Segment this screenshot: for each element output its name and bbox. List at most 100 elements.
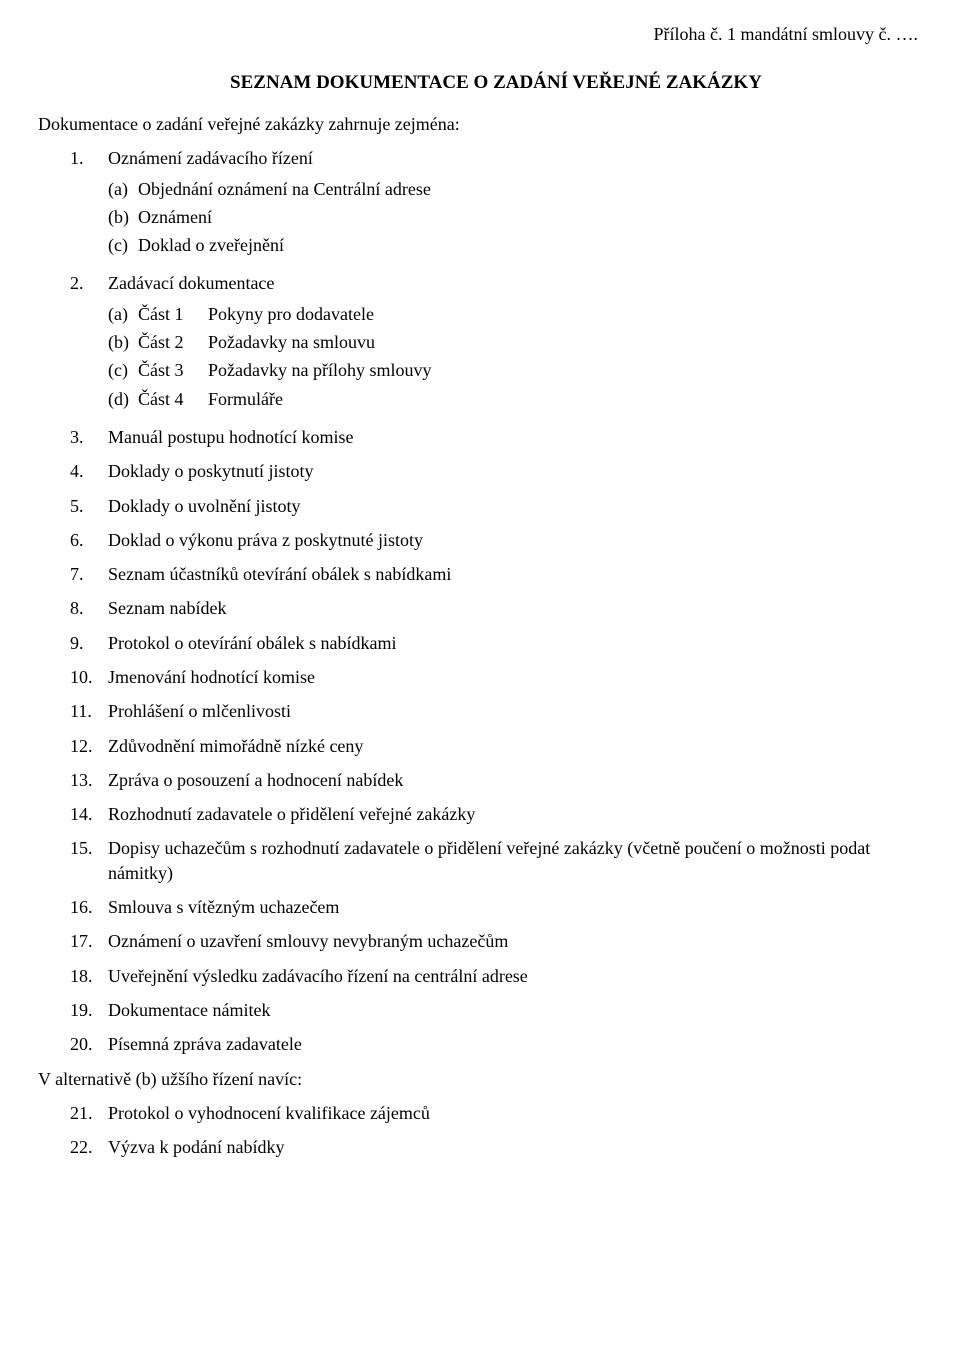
item-number: 20.: [70, 1032, 108, 1056]
item-text: Prohlášení o mlčenlivosti: [108, 701, 291, 721]
sub-item: (a)Část 1Pokyny pro dodavatele: [108, 302, 922, 326]
item-number: 5.: [70, 494, 108, 518]
item-text: Protokol o vyhodnocení kvalifikace zájem…: [108, 1103, 430, 1123]
item-number: 13.: [70, 768, 108, 792]
item-text-wrap: Prohlášení o mlčenlivosti: [108, 699, 922, 723]
item-number: 1.: [70, 146, 108, 261]
item-number: 17.: [70, 929, 108, 953]
item-number: 19.: [70, 998, 108, 1022]
item-text-wrap: Oznámení zadávacího řízení (a)Objednání o…: [108, 146, 922, 261]
list-item: 13.Zpráva o posouzení a hodnocení nabíde…: [70, 768, 922, 792]
sub-text: Oznámení: [138, 205, 922, 229]
sub-marker: (a): [108, 302, 138, 326]
sub-text: Formuláře: [208, 387, 922, 411]
item-number: 7.: [70, 562, 108, 586]
sublist: (a)Část 1Pokyny pro dodavatele (b)Část 2P…: [108, 302, 922, 411]
sub-item: (b)Část 2Požadavky na smlouvu: [108, 330, 922, 354]
list-item: 10.Jmenování hodnotící komise: [70, 665, 922, 689]
item-text: Dopisy uchazečům s rozhodnutí zadavatele…: [108, 838, 870, 882]
item-text-wrap: Písemná zpráva zadavatele: [108, 1032, 922, 1056]
item-text-wrap: Oznámení o uzavření smlouvy nevybraným u…: [108, 929, 922, 953]
list-item: 17.Oznámení o uzavření smlouvy nevybraný…: [70, 929, 922, 953]
sub-marker: (c): [108, 358, 138, 382]
item-text: Seznam nabídek: [108, 598, 226, 618]
item-text-wrap: Jmenování hodnotící komise: [108, 665, 922, 689]
item-text-wrap: Seznam účastníků otevírání obálek s nabí…: [108, 562, 922, 586]
sub-part-label: Část 2: [138, 330, 208, 354]
item-text-wrap: Zdůvodnění mimořádně nízké ceny: [108, 734, 922, 758]
item-number: 10.: [70, 665, 108, 689]
item-text: Smlouva s vítězným uchazečem: [108, 897, 339, 917]
item-number: 4.: [70, 459, 108, 483]
item-text-wrap: Výzva k podání nabídky: [108, 1135, 922, 1159]
item-text: Zadávací dokumentace: [108, 273, 274, 293]
item-text-wrap: Seznam nabídek: [108, 596, 922, 620]
item-text-wrap: Protokol o otevírání obálek s nabídkami: [108, 631, 922, 655]
list-item: 12.Zdůvodnění mimořádně nízké ceny: [70, 734, 922, 758]
alternative-note: V alternativě (b) užšího řízení navíc:: [38, 1067, 922, 1091]
list-item: 11.Prohlášení o mlčenlivosti: [70, 699, 922, 723]
item-text: Písemná zpráva zadavatele: [108, 1034, 302, 1054]
sub-marker: (b): [108, 205, 138, 229]
item-text-wrap: Doklady o poskytnutí jistoty: [108, 459, 922, 483]
alt-list: 21.Protokol o vyhodnocení kvalifikace zá…: [70, 1101, 922, 1160]
item-text-wrap: Protokol o vyhodnocení kvalifikace zájem…: [108, 1101, 922, 1125]
item-number: 22.: [70, 1135, 108, 1159]
item-text: Jmenování hodnotící komise: [108, 667, 315, 687]
sub-part-label: Část 3: [138, 358, 208, 382]
item-text-wrap: Zpráva o posouzení a hodnocení nabídek: [108, 768, 922, 792]
item-text: Manuál postupu hodnotící komise: [108, 427, 353, 447]
list-item: 22.Výzva k podání nabídky: [70, 1135, 922, 1159]
list-item: 21.Protokol o vyhodnocení kvalifikace zá…: [70, 1101, 922, 1125]
list-item: 6.Doklad o výkonu práva z poskytnuté jis…: [70, 528, 922, 552]
sub-marker: (d): [108, 387, 138, 411]
item-text-wrap: Dokumentace námitek: [108, 998, 922, 1022]
list-item: 18.Uveřejnění výsledku zadávacího řízení…: [70, 964, 922, 988]
item-number: 15.: [70, 836, 108, 885]
item-number: 21.: [70, 1101, 108, 1125]
item-text: Doklad o výkonu práva z poskytnuté jisto…: [108, 530, 423, 550]
document-title: SEZNAM DOKUMENTACE O ZADÁNÍ VEŘEJNÉ ZAKÁ…: [70, 70, 922, 96]
sub-text: Pokyny pro dodavatele: [208, 302, 922, 326]
item-text: Oznámení o uzavření smlouvy nevybraným u…: [108, 931, 508, 951]
item-number: 12.: [70, 734, 108, 758]
item-text-wrap: Zadávací dokumentace (a)Část 1Pokyny pro …: [108, 271, 922, 414]
item-text: Seznam účastníků otevírání obálek s nabí…: [108, 564, 451, 584]
list-item: 9.Protokol o otevírání obálek s nabídkam…: [70, 631, 922, 655]
sub-text: Požadavky na smlouvu: [208, 330, 922, 354]
sub-item: (d)Část 4Formuláře: [108, 387, 922, 411]
item-number: 14.: [70, 802, 108, 826]
list-item: 7.Seznam účastníků otevírání obálek s na…: [70, 562, 922, 586]
item-text-wrap: Smlouva s vítězným uchazečem: [108, 895, 922, 919]
list-item: 16.Smlouva s vítězným uchazečem: [70, 895, 922, 919]
sub-item: (a)Objednání oznámení na Centrální adres…: [108, 177, 922, 201]
list-item: 20.Písemná zpráva zadavatele: [70, 1032, 922, 1056]
item-text-wrap: Manuál postupu hodnotící komise: [108, 425, 922, 449]
sub-text: Doklad o zveřejnění: [138, 233, 922, 257]
list-item: 2.Zadávací dokumentace (a)Část 1Pokyny pr…: [70, 271, 922, 414]
item-text: Zpráva o posouzení a hodnocení nabídek: [108, 770, 403, 790]
sub-item: (c)Doklad o zveřejnění: [108, 233, 922, 257]
item-text: Rozhodnutí zadavatele o přidělení veřejn…: [108, 804, 475, 824]
item-number: 11.: [70, 699, 108, 723]
list-item: 1.Oznámení zadávacího řízení (a)Objednání…: [70, 146, 922, 261]
item-text: Doklady o poskytnutí jistoty: [108, 461, 314, 481]
list-item: 15.Dopisy uchazečům s rozhodnutí zadavat…: [70, 836, 922, 885]
sub-part-label: Část 1: [138, 302, 208, 326]
sub-marker: (b): [108, 330, 138, 354]
list-item: 19.Dokumentace námitek: [70, 998, 922, 1022]
main-list: 1.Oznámení zadávacího řízení (a)Objednání…: [70, 146, 922, 1056]
item-number: 9.: [70, 631, 108, 655]
list-item: 4.Doklady o poskytnutí jistoty: [70, 459, 922, 483]
item-text: Uveřejnění výsledku zadávacího řízení na…: [108, 966, 528, 986]
item-text-wrap: Doklad o výkonu práva z poskytnuté jisto…: [108, 528, 922, 552]
item-text: Doklady o uvolnění jistoty: [108, 496, 301, 516]
sub-marker: (c): [108, 233, 138, 257]
sub-item: (c)Část 3Požadavky na přílohy smlouvy: [108, 358, 922, 382]
attachment-header: Příloha č. 1 mandátní smlouvy č. ….: [70, 22, 922, 46]
item-number: 3.: [70, 425, 108, 449]
item-number: 16.: [70, 895, 108, 919]
list-item: 8.Seznam nabídek: [70, 596, 922, 620]
item-number: 2.: [70, 271, 108, 414]
item-text: Oznámení zadávacího řízení: [108, 148, 313, 168]
